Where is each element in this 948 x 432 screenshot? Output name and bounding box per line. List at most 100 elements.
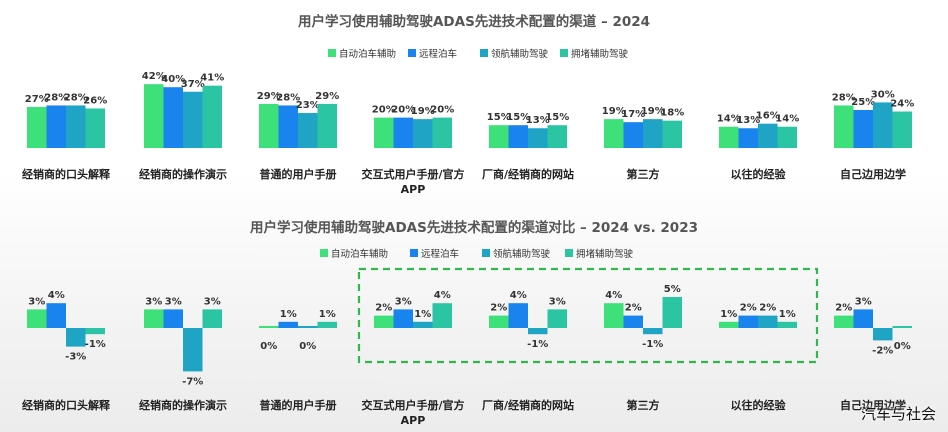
category-label-3-line2: APP <box>401 183 426 196</box>
bar-2-0 <box>259 103 279 148</box>
data-label-3-2: 19% <box>411 106 435 117</box>
legend-swatch-0 <box>328 49 336 57</box>
bar-7-0 <box>834 315 854 328</box>
legend-label-3: 拥堵辅助驾驶 <box>571 48 629 60</box>
data-label-6-2: 2% <box>759 303 776 314</box>
bar-1-2 <box>183 328 203 372</box>
category-label-5: 第三方 <box>627 167 660 181</box>
legend-label-2: 领航辅助驾驶 <box>493 248 551 260</box>
bar-1-1 <box>163 309 183 328</box>
data-label-2-0: 0% <box>260 341 277 352</box>
data-label-4-0: 2% <box>490 303 507 314</box>
data-label-1-3: 3% <box>204 296 221 307</box>
data-label-4-0: 15% <box>487 112 511 123</box>
data-label-0-0: 27% <box>25 94 49 105</box>
bar-2-1 <box>278 321 298 328</box>
data-label-0-0: 3% <box>28 296 45 307</box>
legend-swatch-3 <box>560 49 568 57</box>
data-label-7-3: 0% <box>894 341 911 352</box>
bar-6-1 <box>738 128 758 148</box>
bar-3-0 <box>374 315 394 328</box>
legend-swatch-1 <box>410 249 418 257</box>
legend-label-1: 远程泊车 <box>419 48 457 60</box>
data-label-1-2: -7% <box>182 376 203 387</box>
bar-1-1 <box>163 87 183 148</box>
bar-5-0 <box>604 119 624 148</box>
data-label-1-0: 42% <box>142 71 166 82</box>
legend-label-2: 领航辅助驾驶 <box>491 48 549 60</box>
bar-7-1 <box>853 309 873 328</box>
legend-label-3: 拥堵辅助驾驶 <box>576 248 634 260</box>
bar-1-3 <box>202 309 222 328</box>
data-label-1-1: 3% <box>165 296 182 307</box>
data-label-0-1: 28% <box>44 92 68 103</box>
chart-title: 用户学习使用辅助驾驶ADAS先进技术配置的渠道对比 – 2024 vs. 202… <box>250 219 698 236</box>
bar-6-0 <box>719 321 739 328</box>
bar-7-3 <box>892 326 912 328</box>
data-label-6-2: 16% <box>756 111 780 122</box>
data-label-2-2: 0% <box>299 341 316 352</box>
bar-0-0 <box>27 309 47 328</box>
category-label-3: 交互式用户手册/官方 <box>361 398 464 412</box>
bar-6-0 <box>719 126 739 148</box>
bar-0-3 <box>85 108 105 148</box>
bar-2-0 <box>259 326 279 328</box>
bar-5-0 <box>604 303 624 328</box>
bar-7-0 <box>834 105 854 148</box>
bar-4-0 <box>489 125 509 148</box>
bar-5-3 <box>662 120 682 148</box>
data-label-5-1: 17% <box>621 109 645 120</box>
data-label-0-2: -3% <box>65 352 86 363</box>
bar-2-1 <box>278 105 298 148</box>
bar-4-1 <box>508 303 528 328</box>
bar-5-3 <box>662 297 682 328</box>
bar-4-3 <box>547 125 567 148</box>
data-label-4-3: 15% <box>545 112 569 123</box>
data-label-1-0: 3% <box>145 296 162 307</box>
bar-0-2 <box>66 105 86 148</box>
bar-7-1 <box>853 110 873 148</box>
bar-4-2 <box>528 328 548 335</box>
data-label-3-1: 3% <box>395 296 412 307</box>
category-label-7: 自己边用边学 <box>840 167 906 181</box>
bar-6-1 <box>738 315 758 328</box>
data-label-7-0: 2% <box>835 303 852 314</box>
bar-6-2 <box>758 315 778 328</box>
data-label-3-1: 20% <box>391 105 415 116</box>
category-label-1: 经销商的操作演示 <box>139 167 227 181</box>
data-label-2-2: 23% <box>296 100 320 111</box>
bar-5-1 <box>623 122 643 148</box>
legend-swatch-3 <box>565 249 573 257</box>
data-label-4-1: 15% <box>506 112 530 123</box>
bar-2-3 <box>317 103 337 148</box>
bar-7-2 <box>873 328 893 341</box>
bar-3-3 <box>432 117 452 148</box>
category-label-3-line2: APP <box>401 414 426 427</box>
category-label-2: 普通的用户手册 <box>260 398 337 412</box>
data-label-7-3: 24% <box>890 99 914 110</box>
bar-6-3 <box>777 126 797 148</box>
bar-3-3 <box>432 303 452 328</box>
category-label-4: 厂商/经销商的网站 <box>482 398 574 412</box>
data-label-0-3: -1% <box>85 339 106 350</box>
data-label-6-3: 1% <box>779 309 796 320</box>
legend-swatch-2 <box>480 49 488 57</box>
category-label-6: 以往的经验 <box>731 167 787 181</box>
legend-swatch-1 <box>408 49 416 57</box>
bar-1-0 <box>144 84 164 148</box>
data-label-0-2: 28% <box>64 92 88 103</box>
bar-3-2 <box>413 321 433 328</box>
data-label-6-1: 2% <box>740 303 757 314</box>
data-label-4-2: 13% <box>526 115 550 126</box>
data-label-5-0: 4% <box>605 290 622 301</box>
bar-4-0 <box>489 315 509 328</box>
legend-label-0: 自动泊车辅助 <box>331 248 388 260</box>
data-label-6-0: 1% <box>720 309 737 320</box>
data-label-6-0: 14% <box>717 114 741 125</box>
bar-0-1 <box>46 105 66 148</box>
data-label-1-3: 41% <box>200 73 224 84</box>
watermark: 汽车与社会 <box>860 405 936 423</box>
data-label-0-3: 26% <box>83 95 107 106</box>
data-label-0-1: 4% <box>48 290 65 301</box>
